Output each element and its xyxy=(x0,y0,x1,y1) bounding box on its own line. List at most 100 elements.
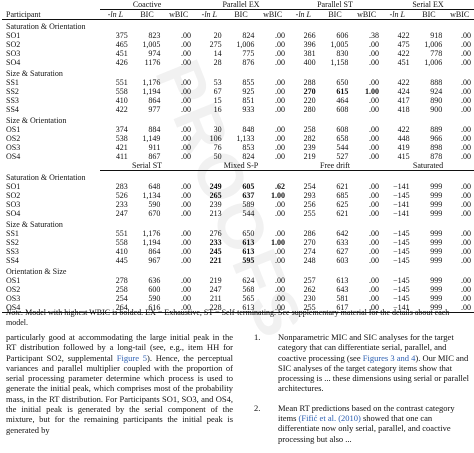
table-cell: .00 xyxy=(181,256,192,265)
table-cell: 918 xyxy=(430,31,443,40)
table-cell: 999 xyxy=(430,285,443,294)
table-cell: 1,133 xyxy=(236,134,255,143)
table-cell: .00 xyxy=(368,96,379,105)
table-cell: 1,006 xyxy=(424,58,443,67)
figure-5-link[interactable]: Figure 5 xyxy=(116,352,148,363)
figures-3-4-link[interactable]: Figures 3 and 4 xyxy=(362,352,416,363)
table-row: SO1 375 823 .00 20 824 .00 266 606 .38 422 918 .00 xyxy=(2,31,474,40)
table-cell: .00 xyxy=(368,191,379,200)
table-cell: 464 xyxy=(336,96,349,105)
table-cell: .00 xyxy=(461,105,471,114)
table-cell: 966 xyxy=(430,134,443,143)
participant-label: OS4 xyxy=(6,152,21,161)
participant-label: SS3 xyxy=(6,247,19,256)
table-cell: 255 xyxy=(288,303,319,313)
table-cell: 422 xyxy=(397,31,410,40)
blank-cell xyxy=(2,161,100,171)
table-cell: .00 xyxy=(181,191,192,200)
body-left-text-1: particularly good at accommodating the l… xyxy=(6,332,233,363)
table-cell: 590 xyxy=(148,200,161,209)
table-cell: .00 xyxy=(275,152,286,161)
table-cell: .00 xyxy=(275,285,286,294)
participant-label: SO3 xyxy=(6,49,21,58)
table-cell: 999 xyxy=(430,256,443,265)
table-cell: .00 xyxy=(275,31,286,40)
fific-2010-link[interactable]: (Fifić et al. (2010) xyxy=(298,413,361,424)
table-cell: 274 xyxy=(303,247,316,256)
list-item-text: ). Our MIC and SIC analyses of the targe… xyxy=(278,352,469,394)
table-cell: 999 xyxy=(430,200,443,209)
table-cell: .00 xyxy=(181,105,192,114)
table-cell: 855 xyxy=(242,78,255,87)
table-cell: 28 xyxy=(213,58,222,67)
table-cell: 258 xyxy=(303,125,316,134)
table-cell: .00 xyxy=(368,200,379,209)
table-cell: 824 xyxy=(242,152,255,161)
table-cell: 286 xyxy=(303,229,316,238)
table-cell: 625 xyxy=(336,200,349,209)
table-row: OS4 264 616.00 228 613.00 255 617.00 −141 999.00 xyxy=(2,303,474,313)
table-cell: .00 xyxy=(275,247,286,256)
table-cell: −145 xyxy=(393,191,410,200)
table-row: OS1 374 884 .00 30 848 .00 258 608 .00 422 889 .00 xyxy=(2,125,474,134)
table-cell: 400 xyxy=(303,58,316,67)
model-group-header: Parallel EX xyxy=(194,0,289,10)
table-cell: .00 xyxy=(275,200,286,209)
table-cell: .00 xyxy=(461,87,471,96)
table-cell: 293 xyxy=(303,191,316,200)
participant-label: SS4 xyxy=(6,105,19,114)
table-cell: 475 xyxy=(397,40,410,49)
section-title: Size & Orientation xyxy=(6,116,67,125)
table-cell: 254 xyxy=(115,294,128,303)
participant-label: SS1 xyxy=(6,229,19,238)
table-cell: 627 xyxy=(336,247,349,256)
table-cell: .00 xyxy=(181,152,192,161)
table-cell: 1,194 xyxy=(142,87,161,96)
table-cell: .00 xyxy=(181,78,192,87)
column-header: BIC xyxy=(412,9,446,20)
participant-label: SO4 xyxy=(6,58,21,67)
table-cell: 249 xyxy=(209,182,222,191)
table-cell: −145 xyxy=(393,294,410,303)
table-cell: .00 xyxy=(368,294,379,303)
participant-label: OS1 xyxy=(6,276,21,285)
table-cell: 526 xyxy=(115,191,128,200)
table-row: SS3 410 864 .00 15 851 .00 220 464 .00 417 890 .00 xyxy=(2,96,474,105)
table-cell: 448 xyxy=(397,134,410,143)
list-item: 2. Mean RT predictions based on the cont… xyxy=(252,403,474,444)
table-cell: 1,194 xyxy=(142,238,161,247)
table-cell: .00 xyxy=(275,125,286,134)
table-cell: 422 xyxy=(397,49,410,58)
table-cell: 589 xyxy=(242,200,255,209)
section-row: Orientation & Size xyxy=(2,265,474,276)
table-cell: .00 xyxy=(461,31,471,40)
table-cell: 581 xyxy=(336,294,349,303)
table-cell: .00 xyxy=(461,238,471,247)
table-cell: 288 xyxy=(303,78,316,87)
table-cell: 282 xyxy=(303,134,316,143)
table-cell: 50 xyxy=(213,152,222,161)
table-cell: 247 xyxy=(115,209,128,218)
table-cell: 410 xyxy=(115,96,128,105)
table-cell: 670 xyxy=(148,209,161,218)
column-header-row: Participant -ln L BIC wBIC -ln L BIC wBIC -ln L… xyxy=(2,9,474,20)
table-cell: 213 xyxy=(209,209,222,218)
table-cell: −141 xyxy=(393,182,410,191)
table-cell: .00 xyxy=(368,78,379,87)
table-cell: .00 xyxy=(461,40,471,49)
table-cell: 421 xyxy=(115,143,128,152)
table-cell: 270 xyxy=(303,238,316,247)
table-cell: 864 xyxy=(148,247,161,256)
table-cell: .00 xyxy=(368,209,379,218)
table-cell: 1,158 xyxy=(330,58,349,67)
table-cell: .00 xyxy=(181,31,192,40)
table-cell: 544 xyxy=(336,143,349,152)
table-cell: .00 xyxy=(275,105,286,114)
table-cell: .00 xyxy=(461,134,471,143)
table-cell: 867 xyxy=(148,152,161,161)
table-cell: .00 xyxy=(275,229,286,238)
table-cell: 445 xyxy=(115,256,128,265)
table-cell: .00 xyxy=(275,49,286,58)
page: PROOFS Coactive Parallel EX Parallel ST Ser… xyxy=(2,0,474,444)
table-cell: 900 xyxy=(430,105,443,114)
